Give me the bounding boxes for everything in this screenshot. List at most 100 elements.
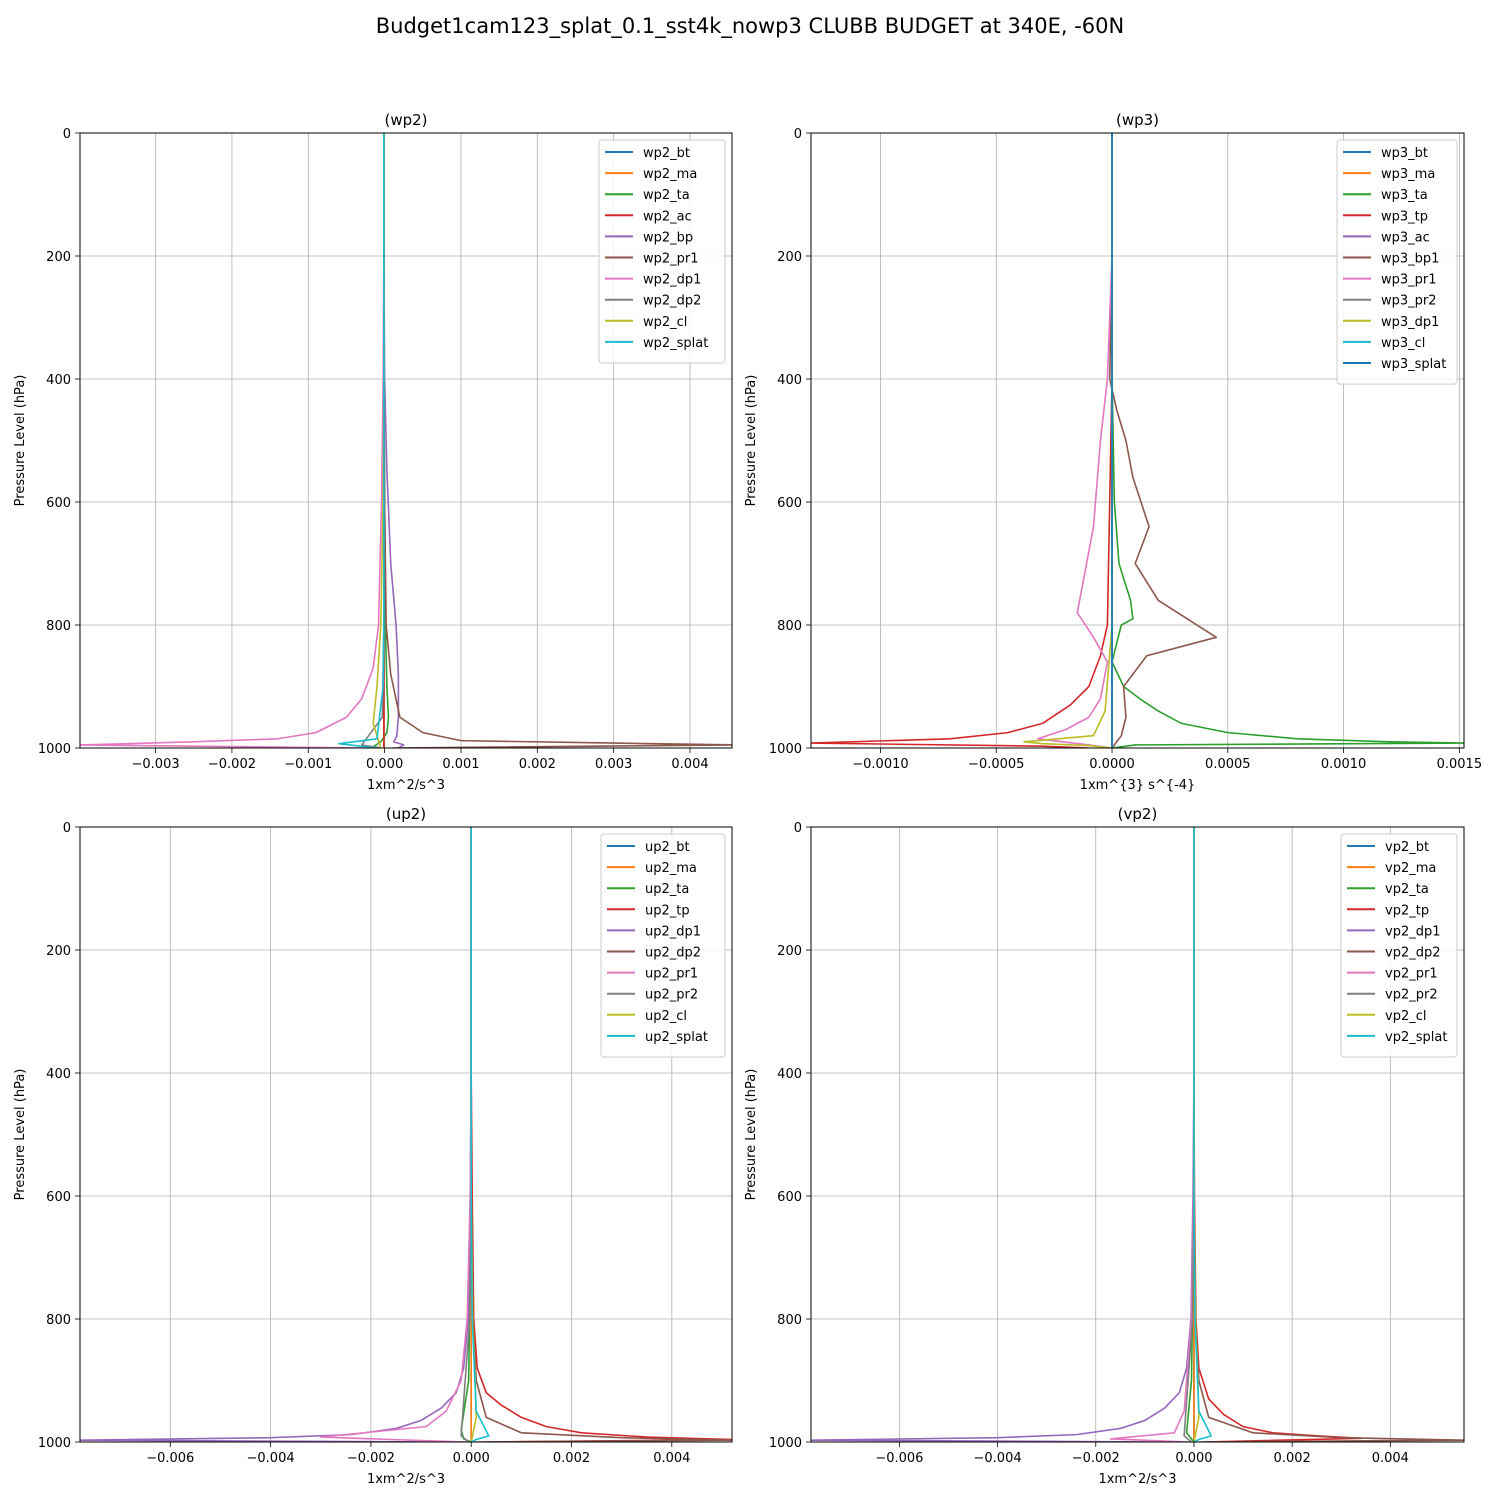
x-tick-label: 0.000 <box>366 757 403 772</box>
legend-label: up2_ma <box>645 861 697 876</box>
legend-label: wp3_bp1 <box>1381 252 1439 267</box>
x-axis-label: 1xm^2/s^3 <box>1098 1472 1176 1487</box>
y-tick-label: 800 <box>46 1313 71 1328</box>
legend-label: wp2_bp <box>643 230 693 245</box>
y-tick-label: 1000 <box>769 1436 802 1451</box>
subplot-title: (wp2) <box>384 111 427 129</box>
y-tick-label: 0 <box>794 821 802 836</box>
legend-label: wp3_ma <box>1381 167 1435 182</box>
y-tick-label: 200 <box>46 944 71 959</box>
legend-label: vp2_pr1 <box>1385 967 1438 982</box>
legend: vp2_bt vp2_ma vp2_ta vp2_tp vp2_dp1 vp2_dp2vp… <box>1340 833 1458 1058</box>
x-axis-label: 1xm^2/s^3 <box>367 778 445 793</box>
legend-label: wp2_ac <box>643 209 692 224</box>
legend-label: wp3_ta <box>1381 188 1428 203</box>
y-tick-label: 1000 <box>38 742 71 757</box>
legend-label: wp2_cl <box>643 315 687 330</box>
legend: up2_bt up2_ma up2_ta up2_tp up2_dp1 up2_dp2up… <box>600 833 726 1058</box>
legend-label: wp2_dp2 <box>643 294 701 309</box>
series-line-wp3_pr1 <box>1037 133 1113 748</box>
y-tick-label: 800 <box>46 619 71 634</box>
x-tick-label: −0.006 <box>875 1451 923 1466</box>
y-tick-label: 600 <box>46 496 71 511</box>
x-tick-label: 0.0005 <box>1205 757 1251 772</box>
axes-frame <box>79 132 733 749</box>
subplot-title: (wp3) <box>1116 111 1159 129</box>
legend: wp3_bt wp3_ma wp3_ta wp3_tp wp3_ac wp3_bp1 wp3… <box>1336 139 1458 385</box>
legend-label: up2_dp2 <box>645 946 701 961</box>
y-tick-label: 600 <box>777 496 802 511</box>
x-tick-label: 0.004 <box>1372 1451 1409 1466</box>
x-tick-label: −0.001 <box>284 757 332 772</box>
legend-label: wp2_ma <box>643 167 697 182</box>
series-line-wp3_dp1 <box>1023 133 1113 748</box>
legend-label: vp2_bt <box>1385 840 1429 855</box>
x-tick-label: 0.002 <box>1274 1451 1311 1466</box>
legend-label: vp2_ma <box>1385 861 1436 876</box>
y-tick-label: 1000 <box>38 1436 71 1451</box>
series-group <box>80 133 732 748</box>
series-line-wp3_bp1 <box>1108 133 1218 748</box>
series-line-wp3_tp <box>811 133 1113 748</box>
legend-label: up2_splat <box>645 1030 708 1045</box>
series-line-up2_splat <box>470 827 490 1442</box>
legend-label: vp2_pr2 <box>1385 988 1438 1003</box>
y-axis-label: Pressure Level (hPa) <box>13 1069 28 1201</box>
subplot-title: (up2) <box>386 805 426 823</box>
x-tick-label: −0.004 <box>247 1451 295 1466</box>
x-tick-label: −0.0010 <box>852 757 908 772</box>
x-tick-label: −0.002 <box>347 1451 395 1466</box>
legend-label: vp2_dp1 <box>1385 924 1441 939</box>
subplot-title: (vp2) <box>1118 805 1158 823</box>
y-tick-label: 400 <box>46 1067 71 1082</box>
x-tick-label: −0.002 <box>1072 1451 1120 1466</box>
series-line-up2_dp1 <box>80 827 473 1442</box>
subplot-1: −0.0010 −0.0005 0.0000 0.0005 0.0010 0.0015 0 2… <box>744 111 1482 793</box>
axes-frame <box>810 826 1465 1443</box>
legend-label: vp2_cl <box>1385 1009 1426 1024</box>
series-line-up2_ta <box>460 827 473 1442</box>
legend-label: wp3_ac <box>1381 230 1430 245</box>
y-tick-label: 0 <box>63 821 71 836</box>
series-line-up2_pr1 <box>319 827 473 1442</box>
legend-label: up2_tp <box>645 903 690 918</box>
x-tick-label: 0.002 <box>519 757 556 772</box>
y-tick-label: 0 <box>794 127 802 142</box>
y-tick-label: 0 <box>63 127 71 142</box>
legend-label: wp3_splat <box>1381 357 1446 372</box>
series-line-wp2_dp2 <box>360 133 385 748</box>
y-tick-label: 800 <box>777 619 802 634</box>
x-axis-label: 1xm^{3} s^{-4} <box>1080 778 1196 793</box>
legend-box <box>598 139 726 364</box>
series-group <box>811 133 1464 748</box>
x-tick-label: 0.004 <box>671 757 708 772</box>
legend-label: wp3_dp1 <box>1381 315 1439 330</box>
legend: wp2_bt wp2_ma wp2_ta wp2_ac wp2_bp wp2_pr1 wp2… <box>598 139 726 364</box>
series-group <box>80 827 732 1442</box>
x-tick-label: 0.002 <box>553 1451 590 1466</box>
x-tick-label: 0.000 <box>453 1451 490 1466</box>
legend-box <box>600 833 726 1058</box>
y-tick-label: 400 <box>777 373 802 388</box>
legend-label: up2_pr2 <box>645 988 698 1003</box>
x-tick-label: −0.004 <box>974 1451 1022 1466</box>
axes-frame <box>79 826 733 1443</box>
legend-label: vp2_ta <box>1385 882 1429 897</box>
legend-label: wp2_ta <box>643 188 690 203</box>
legend-label: vp2_splat <box>1385 1030 1447 1045</box>
legend-label: up2_bt <box>645 840 690 855</box>
y-tick-label: 200 <box>46 250 71 265</box>
x-tick-label: 0.001 <box>442 757 479 772</box>
x-tick-label: 0.0000 <box>1089 757 1135 772</box>
legend-label: wp2_bt <box>643 146 690 161</box>
legend-label: wp3_bt <box>1381 146 1428 161</box>
subplot-2: −0.006 −0.004 −0.002 0.000 0.002 0.004 0 200 400… <box>13 805 733 1487</box>
legend-label: vp2_dp2 <box>1385 946 1441 961</box>
x-tick-label: −0.006 <box>146 1451 194 1466</box>
x-tick-label: −0.003 <box>132 757 180 772</box>
legend-label: up2_pr1 <box>645 967 698 982</box>
legend-box <box>1340 833 1458 1058</box>
y-tick-label: 1000 <box>769 742 802 757</box>
y-axis-label: Pressure Level (hPa) <box>744 1069 759 1201</box>
